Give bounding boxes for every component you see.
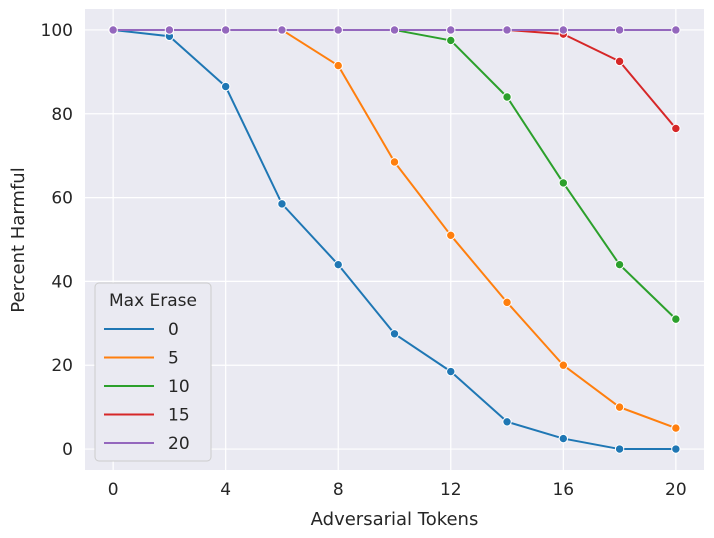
data-point	[446, 230, 456, 241]
legend: Max Erase 0 5 10 15 20	[94, 282, 212, 462]
data-point	[220, 81, 231, 92]
legend-entry-label: 5	[168, 349, 179, 369]
legend-entry-label: 15	[168, 406, 190, 426]
x-tick-label: 4	[220, 480, 231, 500]
data-point	[614, 444, 625, 454]
data-point	[502, 417, 512, 427]
data-point	[333, 60, 343, 71]
data-point	[671, 444, 681, 454]
data-point	[614, 25, 625, 35]
data-point	[108, 25, 118, 35]
data-point	[558, 433, 569, 444]
data-point	[446, 25, 456, 35]
series-group	[108, 25, 681, 454]
data-point	[502, 297, 512, 308]
data-point	[502, 92, 512, 102]
data-point	[277, 199, 287, 209]
data-point	[671, 314, 681, 324]
y-tick-label: 0	[62, 440, 73, 460]
data-point	[164, 25, 175, 35]
data-point	[614, 259, 625, 270]
legend-entry-label: 0	[168, 320, 179, 340]
y-axis-label: Percent Harmful	[8, 167, 29, 312]
legend-title: Max Erase	[109, 291, 197, 311]
data-point	[446, 35, 456, 46]
data-point	[558, 360, 569, 370]
y-tick-label: 100	[41, 21, 73, 41]
data-point	[502, 25, 512, 35]
data-point	[220, 25, 231, 35]
x-axis-label: Adversarial Tokens	[311, 509, 479, 530]
data-point	[614, 56, 625, 67]
series-20	[108, 25, 681, 35]
y-tick-label: 40	[51, 272, 73, 292]
legend-entry-label: 20	[168, 434, 190, 454]
x-tick-label: 0	[108, 480, 119, 500]
data-point	[389, 25, 400, 35]
data-point	[389, 157, 400, 167]
data-point	[671, 25, 681, 35]
x-tick-label: 12	[440, 480, 462, 500]
y-tick-label: 20	[51, 356, 73, 376]
x-tick-label: 8	[333, 480, 344, 500]
y-tick-label: 80	[51, 105, 73, 125]
data-point	[446, 366, 456, 377]
y-tick-label: 60	[51, 189, 73, 209]
data-point	[333, 25, 343, 35]
data-point	[558, 25, 569, 35]
data-point	[671, 423, 681, 433]
data-point	[389, 329, 400, 339]
data-point	[558, 178, 569, 188]
data-point	[614, 402, 625, 412]
x-tick-label: 20	[665, 480, 687, 500]
data-point	[671, 123, 681, 134]
x-tick-label: 16	[552, 480, 574, 500]
legend-box	[94, 282, 212, 462]
data-point	[333, 259, 343, 270]
legend-entry-label: 10	[168, 377, 190, 397]
x-tick-labels: 0 4 8 12 16 20	[108, 480, 687, 500]
data-point	[277, 25, 287, 35]
y-tick-labels: 0 20 40 60 80 100	[41, 21, 73, 460]
